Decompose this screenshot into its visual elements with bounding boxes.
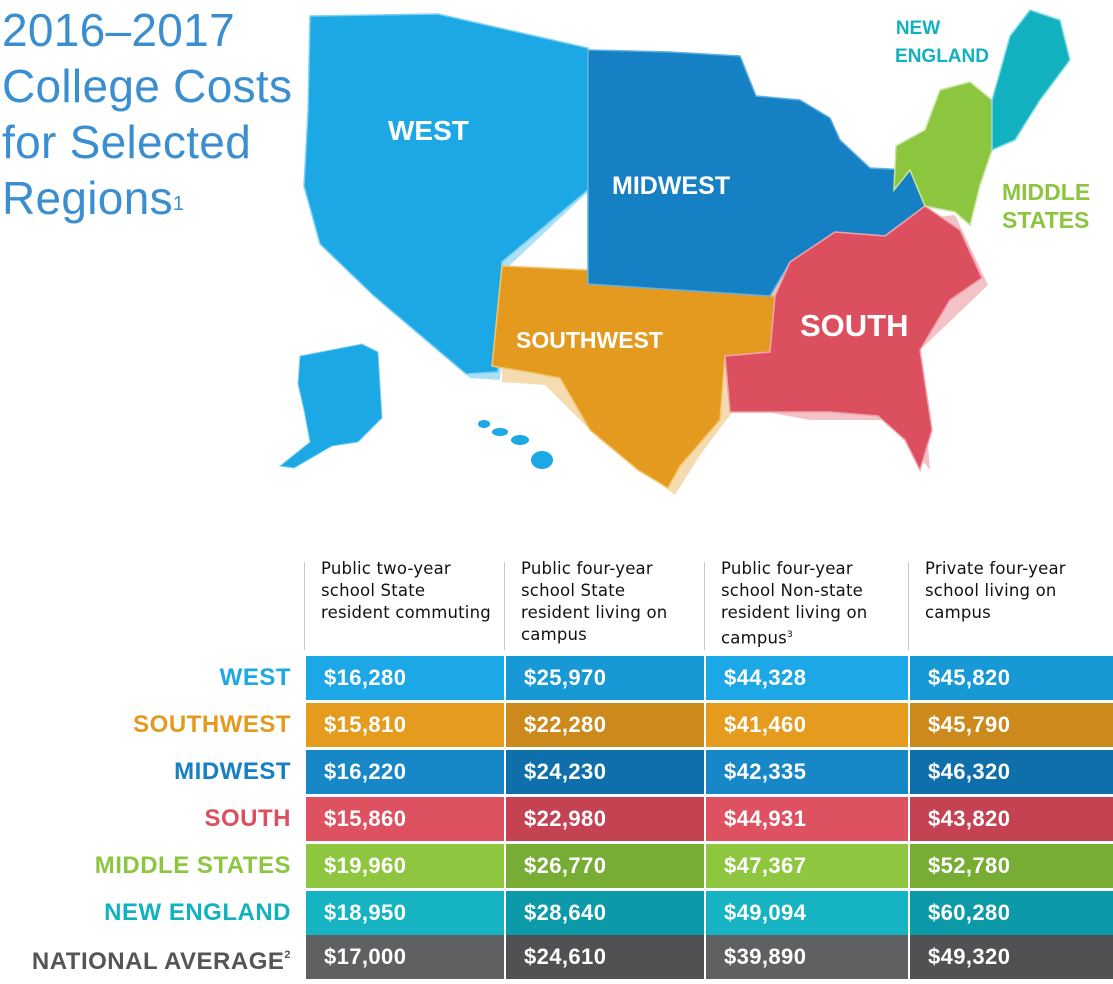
- cost-cell: $24,230: [506, 750, 704, 794]
- table-row: MIDWEST $16,220 $24,230 $42,335 $46,320: [0, 750, 1113, 794]
- cost-cell: $19,960: [306, 844, 504, 888]
- region-west-shape: [303, 13, 589, 375]
- cost-cell: $24,610: [506, 935, 704, 979]
- cost-cell: $17,000: [306, 935, 504, 979]
- cost-cell: $26,770: [506, 844, 704, 888]
- row-label-text: SOUTHWEST: [133, 711, 291, 738]
- title-footnote-marker: 1: [172, 193, 185, 215]
- region-new-england-shape: [991, 9, 1071, 152]
- row-label-text: MIDDLE STATES: [94, 852, 291, 879]
- cost-cell: $49,320: [910, 935, 1113, 979]
- cost-cell: $22,280: [506, 703, 704, 747]
- row-label-text: NEW ENGLAND: [104, 899, 291, 926]
- cost-cell: $15,860: [306, 797, 504, 841]
- row-label-text: MIDWEST: [174, 758, 291, 785]
- header-divider: [304, 562, 305, 650]
- cost-cell: $60,280: [910, 891, 1113, 935]
- cost-cell: $46,320: [910, 750, 1113, 794]
- us-map-svg: WEST MIDWEST SOUTHWEST SOUTH NEW ENGLAND…: [278, 9, 1090, 495]
- label-new-england-2: ENGLAND: [895, 46, 989, 67]
- hawaii-shape: [478, 420, 553, 469]
- row-label-footnote: 2: [284, 949, 291, 961]
- cost-cell: $28,640: [506, 891, 704, 935]
- region-middle-states-shape: [893, 81, 993, 227]
- row-label: SOUTH: [205, 797, 292, 841]
- column-header-text: Public two-year school State resident co…: [321, 559, 491, 622]
- column-header-text: Public four-year school State resident l…: [521, 559, 668, 644]
- row-label-text: SOUTH: [204, 805, 291, 832]
- cost-cell: $45,790: [910, 703, 1113, 747]
- title-line-1: 2016–2017: [2, 4, 235, 56]
- row-label: NATIONAL AVERAGE2: [32, 935, 291, 979]
- label-southwest: SOUTHWEST: [516, 327, 663, 353]
- cost-cell: $41,460: [706, 703, 908, 747]
- table-row: MIDDLE STATES $19,960 $26,770 $47,367 $5…: [0, 844, 1113, 888]
- cost-cell: $22,980: [506, 797, 704, 841]
- table-row: WEST $16,280 $25,970 $44,328 $45,820: [0, 656, 1113, 700]
- header-divider: [908, 562, 909, 650]
- row-label-text: NATIONAL AVERAGE: [31, 948, 285, 975]
- column-header-private-four-year: Private four-year school living on campu…: [909, 558, 1113, 650]
- cost-cell: $18,950: [306, 891, 504, 935]
- label-west: WEST: [388, 115, 469, 146]
- row-label: MIDWEST: [174, 750, 291, 794]
- row-label: NEW ENGLAND: [104, 891, 291, 935]
- cost-cell: $52,780: [910, 844, 1113, 888]
- row-label-text: WEST: [219, 664, 291, 691]
- title-line-3: for Selected: [2, 116, 252, 168]
- cost-cell: $15,810: [306, 703, 504, 747]
- table-row: NATIONAL AVERAGE2 $17,000 $24,610 $39,89…: [0, 935, 1113, 979]
- alaska-shape: [278, 343, 383, 469]
- title-line-2: College Costs: [2, 60, 293, 112]
- infographic-title: 2016–2017 College Costs for Selected Reg…: [2, 2, 292, 226]
- label-middle-states-2: STATES: [1002, 207, 1089, 233]
- row-label: MIDDLE STATES: [95, 844, 291, 888]
- column-header-text: Public four-year school Non-state reside…: [721, 559, 868, 648]
- cost-cell: $25,970: [506, 656, 704, 700]
- cost-cell: $45,820: [910, 656, 1113, 700]
- row-label: WEST: [220, 656, 291, 700]
- label-midwest: MIDWEST: [612, 172, 730, 200]
- label-south: SOUTH: [800, 308, 909, 343]
- label-middle-states-1: MIDDLE: [1002, 179, 1090, 205]
- title-line-4: Regions1: [2, 170, 292, 226]
- cost-cell: $44,328: [706, 656, 908, 700]
- cost-cell: $49,094: [706, 891, 908, 935]
- table-row: SOUTHWEST $15,810 $22,280 $41,460 $45,79…: [0, 703, 1113, 747]
- column-header-text: Private four-year school living on campu…: [925, 559, 1066, 622]
- title-line-4-text: Regions: [2, 172, 173, 224]
- column-header-public-four-year-resident: Public four-year school State resident l…: [505, 558, 705, 650]
- row-label: SOUTHWEST: [133, 703, 291, 747]
- column-header-public-two-year: Public two-year school State resident co…: [305, 558, 505, 650]
- table-row: SOUTH $15,860 $22,980 $44,931 $43,820: [0, 797, 1113, 841]
- cost-cell: $39,890: [706, 935, 908, 979]
- cost-cell: $47,367: [706, 844, 908, 888]
- cost-cell: $42,335: [706, 750, 908, 794]
- region-south-shape: [724, 205, 983, 473]
- column-header-footnote: 3: [786, 630, 793, 640]
- header-divider: [504, 562, 505, 650]
- label-new-england-1: NEW: [896, 18, 940, 39]
- header-divider: [704, 562, 705, 650]
- cost-cell: $16,280: [306, 656, 504, 700]
- column-header-public-four-year-nonresident: Public four-year school Non-state reside…: [705, 558, 909, 650]
- table-row: NEW ENGLAND $18,950 $28,640 $49,094 $60,…: [0, 891, 1113, 935]
- cost-cell: $44,931: [706, 797, 908, 841]
- cost-cell: $43,820: [910, 797, 1113, 841]
- cost-cell: $16,220: [306, 750, 504, 794]
- us-regions-map: WEST MIDWEST SOUTHWEST SOUTH NEW ENGLAND…: [270, 0, 1113, 500]
